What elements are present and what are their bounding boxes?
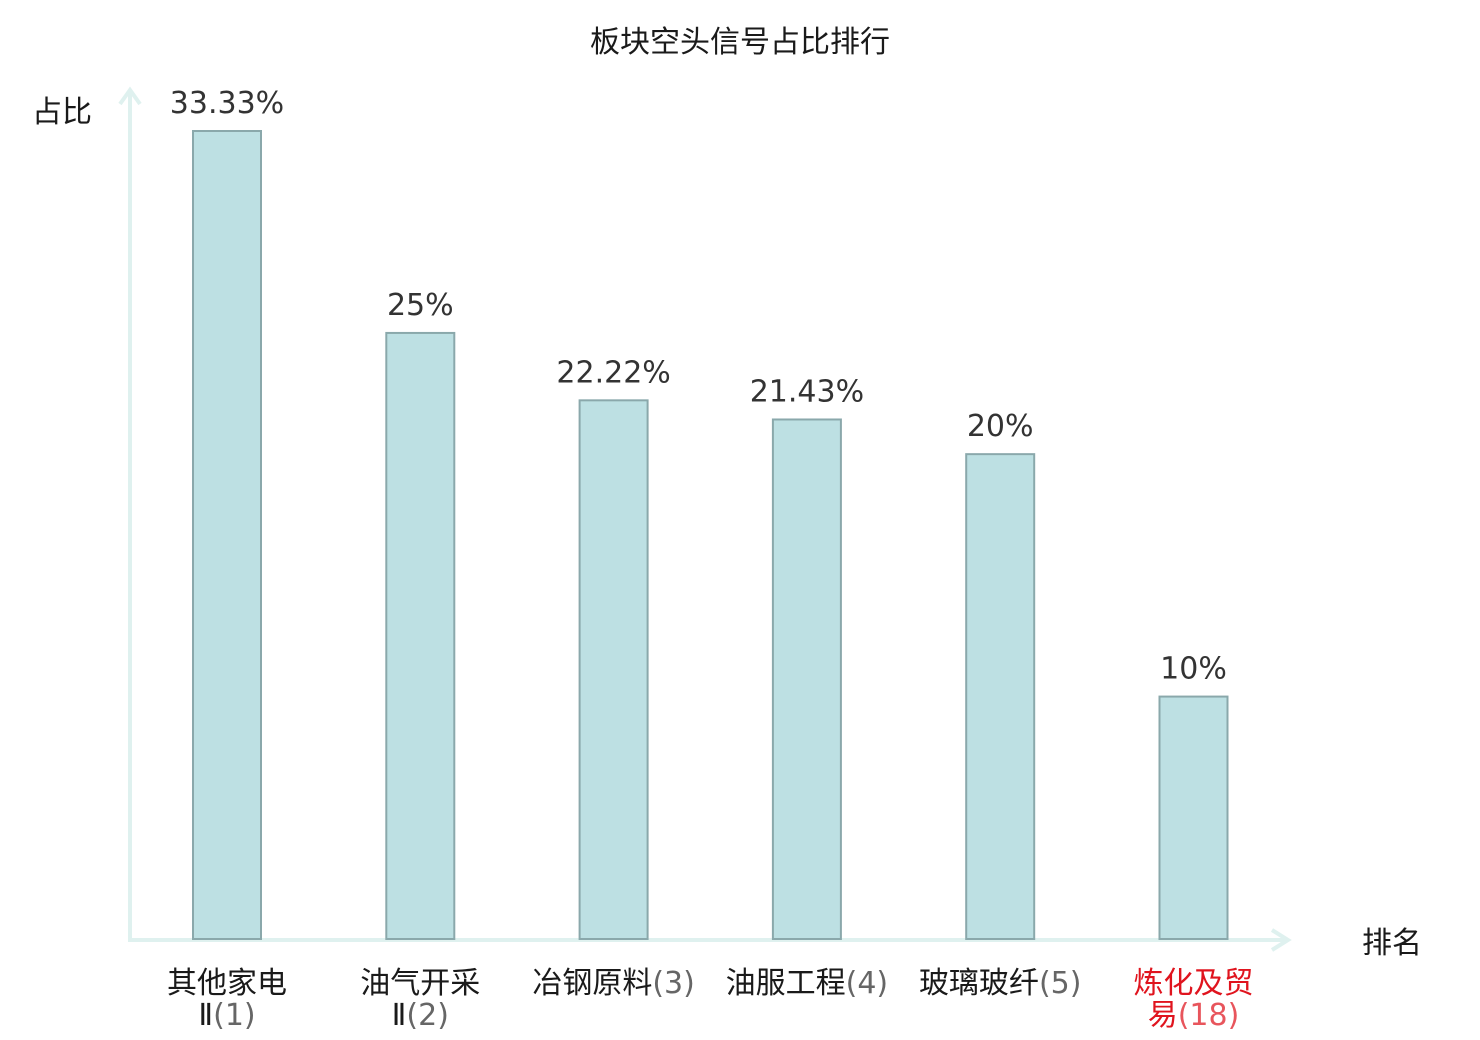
category-label: 其他家电 Ⅱ(1) xyxy=(167,966,287,1033)
value-label: 10% xyxy=(1160,652,1227,687)
value-label: 25% xyxy=(387,288,454,323)
category-labels: 其他家电 Ⅱ(1) 油气开采 Ⅱ(2) 冶钢原料(3) 油服工程(4) 玻璃玻纤(5) 炼化及… xyxy=(167,966,1254,1033)
y-axis-label: 占比 xyxy=(32,95,92,130)
bar xyxy=(578,399,649,941)
value-label: 33.33% xyxy=(170,86,284,121)
value-label: 21.43% xyxy=(750,374,864,409)
category-label: 玻璃玻纤(5) xyxy=(919,966,1081,1001)
chart-title: 板块空头信号占比排行 xyxy=(590,25,890,60)
bar xyxy=(192,130,262,940)
x-axis-arrow-icon xyxy=(1270,928,1292,952)
category-label-highlighted: 炼化及贸易(18) xyxy=(1134,966,1254,1033)
bar xyxy=(1158,695,1229,940)
value-labels: 33.33% 25% 22.22% 21.43% 20% 10% xyxy=(170,86,1227,687)
x-axis-label: 排名 xyxy=(1362,926,1422,961)
bar xyxy=(965,453,1036,940)
category-label: 油服工程(4) xyxy=(726,966,889,1001)
y-axis: 占比 xyxy=(32,86,142,940)
bar xyxy=(385,331,456,940)
category-label: 冶钢原料(3) xyxy=(532,966,695,1001)
value-label: 22.22% xyxy=(556,355,670,390)
bar-series xyxy=(192,130,1229,941)
value-label: 20% xyxy=(967,409,1034,444)
y-axis-arrow-icon xyxy=(118,86,142,106)
bar xyxy=(771,418,842,940)
category-label: 油气开采 Ⅱ(2) xyxy=(360,966,480,1033)
x-axis: 排名 xyxy=(128,926,1422,961)
